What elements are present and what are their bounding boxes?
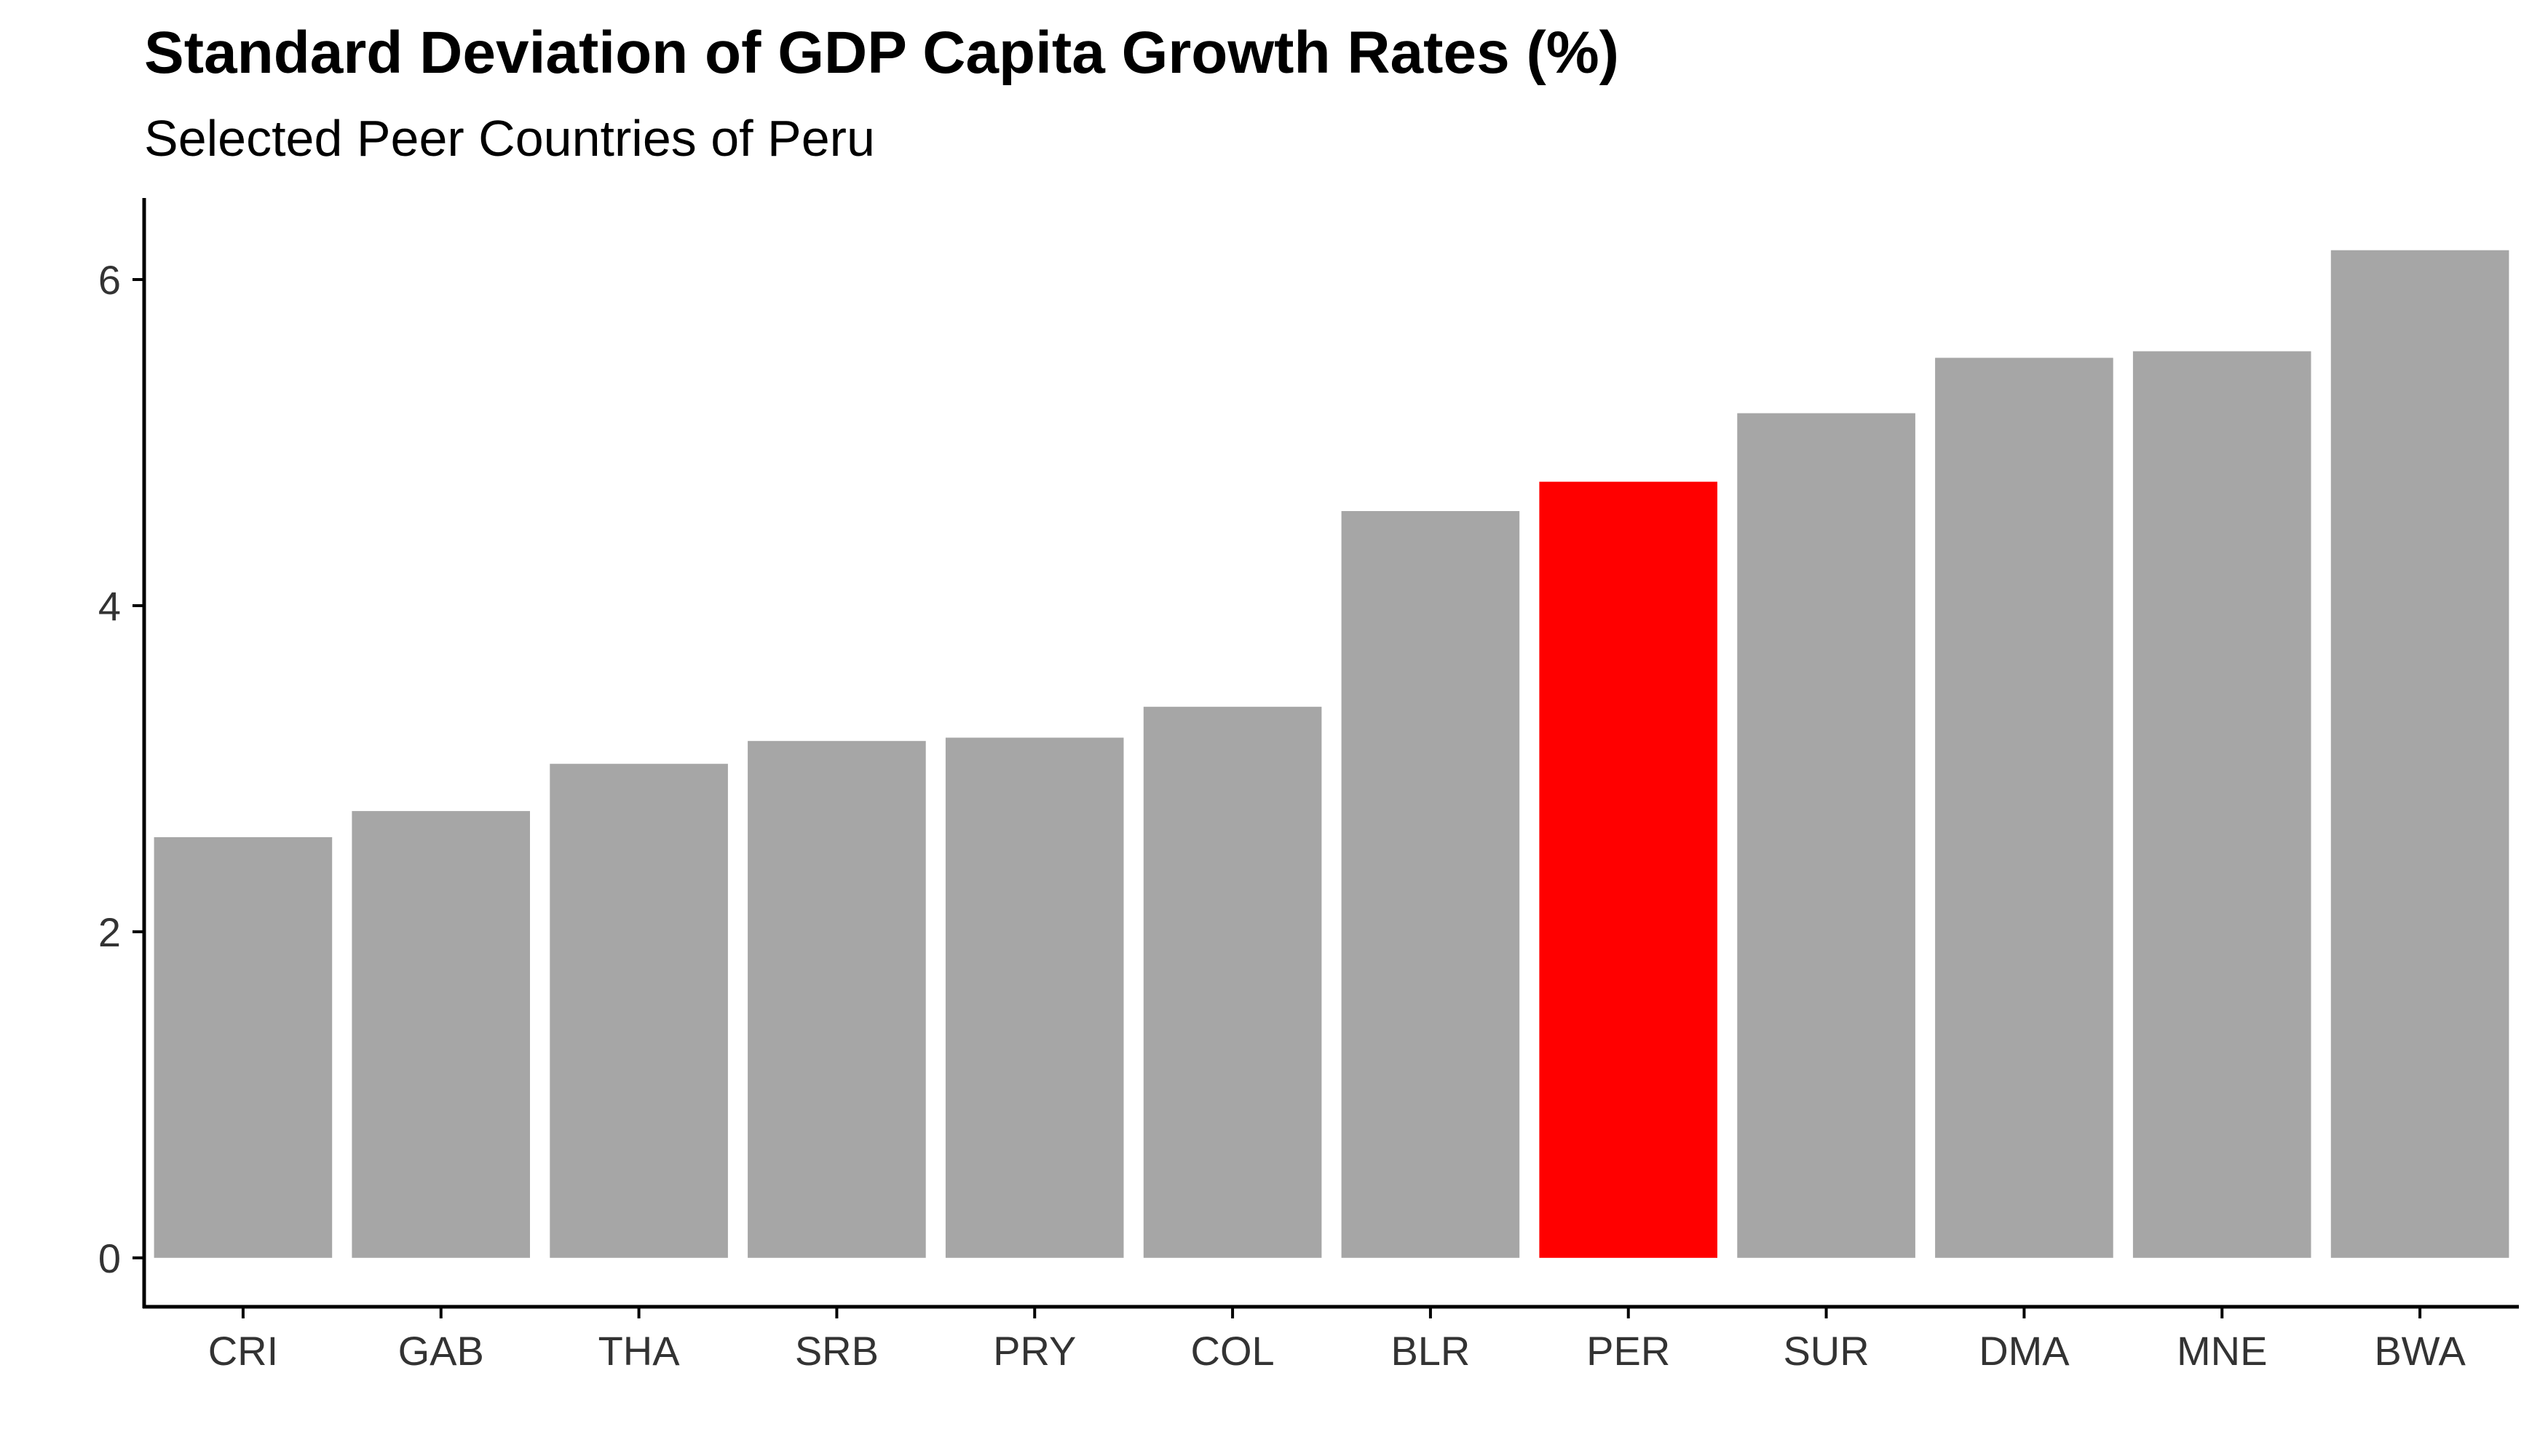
bar-bwa [2330, 250, 2509, 1258]
bar-pry [945, 737, 1124, 1258]
x-tick-label-bwa: BWA [2374, 1328, 2466, 1374]
plot-area: CRI GAB THA SRB PRY COL BLR PER SUR DMA MNE BWA 0 2 4 6 [98, 198, 2519, 1374]
bar-sur [1737, 413, 1915, 1258]
chart-subtitle: Selected Peer Countries of Peru [144, 110, 875, 167]
x-tick-label-sur: SUR [1783, 1328, 1869, 1374]
y-tick-label-6: 6 [98, 257, 121, 303]
x-tick-label-pry: PRY [993, 1328, 1076, 1374]
bar-dma [1935, 357, 2113, 1258]
y-tick-label-4: 4 [98, 583, 121, 629]
bar-mne [2132, 351, 2311, 1258]
x-tick-label-blr: BLR [1390, 1328, 1470, 1374]
x-tick-label-srb: SRB [795, 1328, 879, 1374]
y-tick-label-2: 2 [98, 909, 121, 955]
x-tick-label-dma: DMA [1979, 1328, 2070, 1374]
bar-tha [550, 764, 728, 1258]
x-tick-label-per: PER [1586, 1328, 1670, 1374]
x-tick-label-col: COL [1191, 1328, 1275, 1374]
x-tick-label-gab: GAB [398, 1328, 484, 1374]
bar-cri [154, 837, 333, 1258]
y-tick-label-0: 0 [98, 1235, 121, 1281]
chart-title: Standard Deviation of GDP Capita Growth … [144, 20, 1619, 86]
x-tick-label-mne: MNE [2177, 1328, 2267, 1374]
x-tick-label-tha: THA [598, 1328, 681, 1374]
bar-gab [352, 811, 530, 1258]
x-tick-label-cri: CRI [208, 1328, 278, 1374]
bar-per [1539, 481, 1717, 1258]
bar-blr [1341, 511, 1520, 1258]
bar-srb [748, 740, 926, 1258]
bar-col [1143, 706, 1322, 1258]
